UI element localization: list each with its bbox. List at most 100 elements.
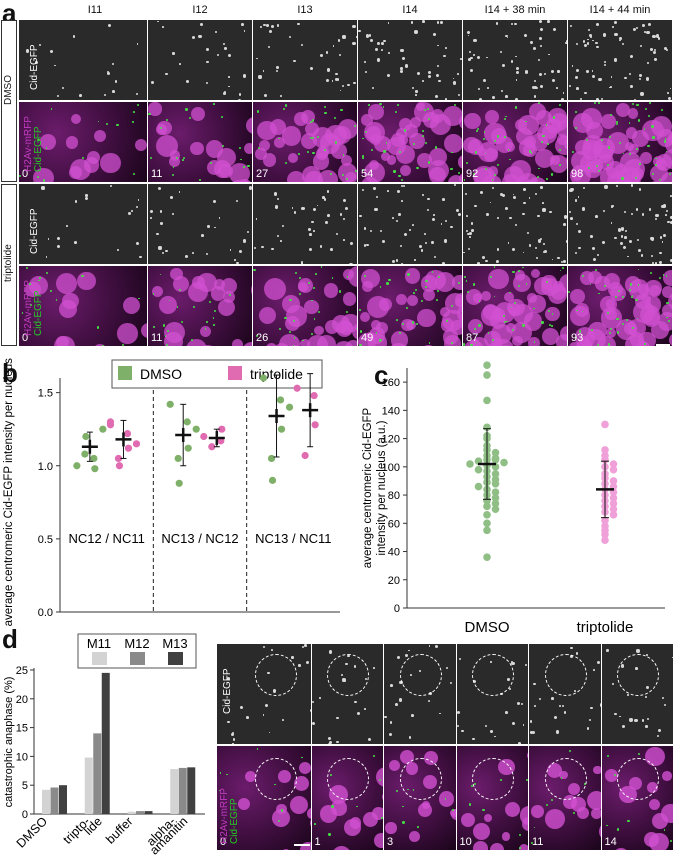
data-point: [184, 444, 192, 452]
panel-b-chart: 0.0 0.5 1.0 1.5 ratio average centromeric Ci…: [3, 358, 340, 628]
texture-dot: [604, 768, 619, 783]
texture-dot: [245, 771, 257, 783]
texture-dot: [192, 251, 194, 254]
texture-dot: [527, 231, 530, 234]
texture-dot: [450, 225, 453, 229]
texture-dot: [241, 341, 252, 346]
texture-dot: [333, 341, 354, 346]
texture-dot: [339, 89, 342, 92]
texture-dot: [658, 178, 661, 181]
texture-dot: [264, 277, 287, 300]
texture-dot: [305, 661, 309, 665]
texture-dot: [638, 163, 641, 166]
texture-dot: [243, 30, 246, 33]
texture-dot: [422, 79, 424, 82]
texture-dot: [167, 330, 169, 332]
texture-dot: [550, 325, 553, 327]
texture-dot: [444, 134, 462, 153]
texture-dot: [213, 160, 232, 178]
texture-dot: [420, 249, 424, 252]
texture-dot: [307, 808, 311, 819]
texture-dot: [654, 48, 657, 51]
texture-dot: [335, 232, 338, 235]
texture-dot: [408, 830, 420, 842]
texture-dot: [94, 130, 107, 143]
texture-dot: [535, 148, 555, 169]
texture-dot: [355, 169, 357, 172]
texture-dot: [669, 839, 673, 843]
texture-dot: [620, 235, 624, 238]
texture-dot: [337, 39, 341, 42]
texture-dot: [45, 256, 48, 259]
texture-dot: [542, 243, 545, 245]
texture-dot: [512, 196, 516, 200]
texture-dot: [599, 167, 620, 182]
texture-dot: [569, 646, 573, 650]
texture-dot: [314, 273, 317, 276]
texture-dot: [543, 251, 546, 254]
texture-dot: [625, 126, 638, 139]
texture-dot: [33, 167, 54, 182]
texture-dot: [238, 249, 243, 254]
texture-dot: [460, 813, 475, 828]
texture-dot: [629, 718, 633, 722]
texture-dot: [40, 134, 56, 151]
texture-dot: [473, 38, 477, 43]
texture-dot: [316, 135, 319, 138]
x-category-label: buffer: [103, 814, 135, 846]
texture-dot: [644, 295, 662, 313]
texture-dot: [158, 187, 162, 191]
texture-dot: [49, 49, 54, 54]
texture-dot: [603, 284, 606, 287]
texture-dot: [294, 272, 297, 275]
bar: [59, 785, 67, 814]
texture-dot: [588, 34, 592, 38]
texture-dot: [603, 63, 606, 66]
texture-dot: [232, 738, 236, 741]
texture-dot: [311, 119, 315, 122]
texture-dot: [376, 195, 379, 199]
highlight-circle: [472, 758, 514, 800]
texture-dot: [663, 140, 667, 143]
data-point: [293, 384, 301, 392]
texture-dot: [487, 86, 489, 89]
data-point: [483, 371, 491, 379]
texture-dot: [228, 76, 230, 78]
texture-dot: [536, 124, 557, 145]
data-point: [123, 429, 132, 438]
texture-dot: [651, 125, 654, 128]
texture-dot: [541, 321, 544, 324]
texture-dot: [198, 178, 201, 181]
texture-dot: [434, 94, 439, 99]
texture-dot: [301, 260, 304, 263]
texture-dot: [169, 150, 181, 161]
texture-dot: [453, 184, 457, 187]
texture-dot: [522, 266, 524, 269]
nucleus-count: 98: [571, 168, 584, 180]
texture-dot: [645, 108, 648, 111]
texture-dot: [47, 237, 50, 240]
texture-dot: [140, 322, 147, 339]
texture-dot: [561, 704, 565, 708]
texture-dot: [464, 112, 481, 130]
texture-dot: [439, 712, 441, 715]
texture-dot: [444, 98, 447, 100]
texture-dot: [302, 645, 305, 648]
texture-dot: [358, 29, 361, 33]
highlight-circle: [327, 758, 369, 800]
texture-dot: [670, 216, 672, 219]
texture-dot: [160, 126, 163, 129]
texture-dot: [223, 90, 226, 93]
texture-dot: [581, 310, 584, 313]
texture-dot: [457, 725, 460, 728]
texture-dot: [612, 682, 614, 685]
texture-dot: [452, 809, 454, 811]
image-tile-merge: 1: [311, 746, 383, 850]
texture-dot: [301, 206, 305, 211]
texture-dot: [505, 320, 508, 323]
texture-dot: [364, 121, 386, 143]
texture-dot: [308, 281, 311, 284]
texture-dot: [279, 328, 282, 331]
texture-dot: [486, 56, 489, 59]
texture-dot: [627, 255, 629, 258]
